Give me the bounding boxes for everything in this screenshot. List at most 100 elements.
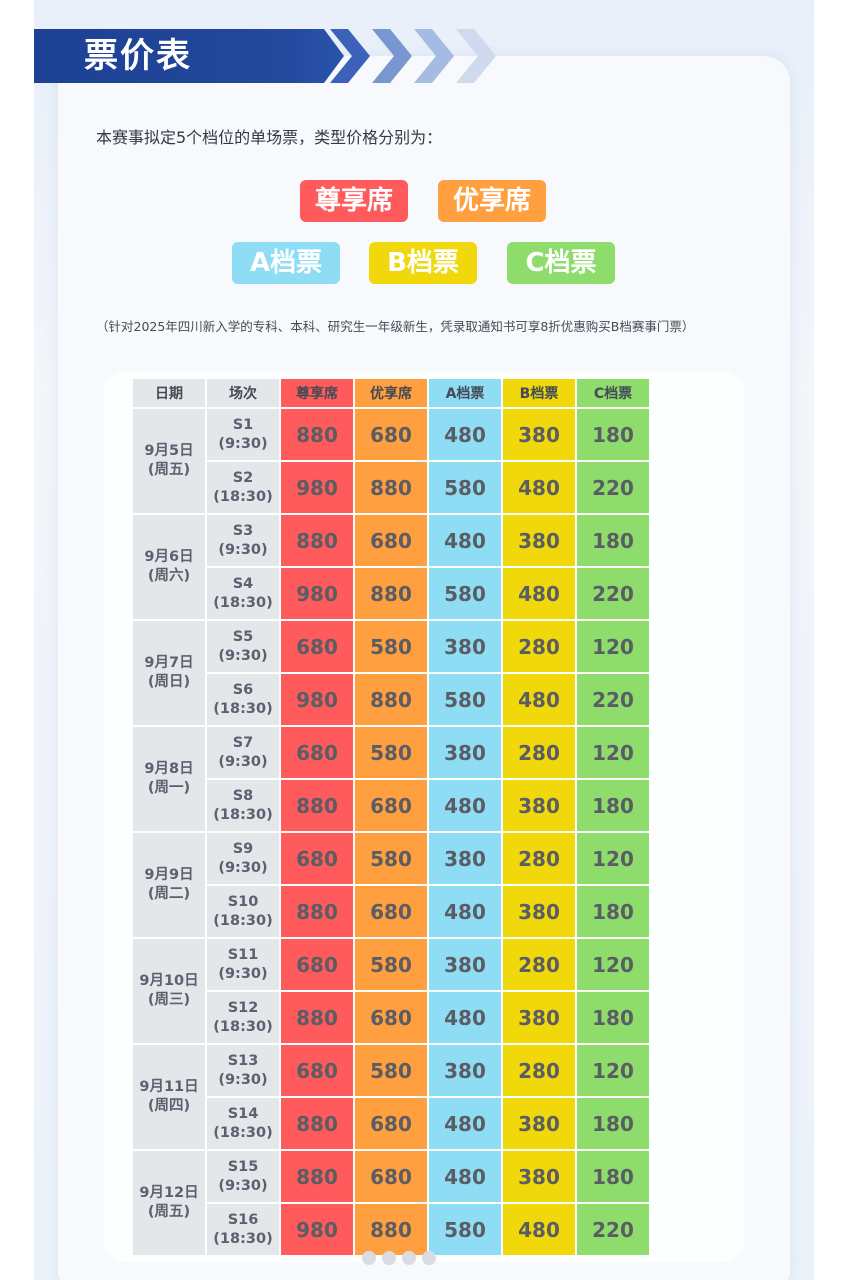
date-label: 9月10日 (139, 973, 199, 989)
price-cell: 280 (503, 727, 575, 778)
date-label: 9月12日 (139, 1185, 199, 1201)
table-row: S12 (18:30) 880 680 480 380 180 (133, 992, 649, 1043)
date-label: 9月6日 (144, 549, 194, 565)
price-cell: 880 (281, 992, 353, 1043)
header-tier-b: B档票 (503, 379, 575, 407)
price-cell: 580 (355, 939, 427, 990)
price-cell: 880 (281, 780, 353, 831)
price-cell: 180 (577, 515, 649, 566)
session-time: (9:30) (218, 647, 268, 664)
tier-badge-premium: 尊享席 (300, 180, 408, 222)
price-table: 日期 场次 尊享席 优享席 A档票 B档票 C档票 9月5日 (周五) S1 (9:3… (131, 377, 651, 1257)
price-cell: 180 (577, 409, 649, 460)
price-cell: 480 (503, 1204, 575, 1255)
session-cell: S15 (9:30) (207, 1151, 279, 1202)
session-time: (9:30) (218, 435, 268, 452)
price-cell: 380 (503, 409, 575, 460)
left-margin (0, 0, 34, 1280)
table-row: 9月5日 (周五) S1 (9:30) 880 680 480 380 180 (133, 409, 649, 513)
price-cell: 680 (355, 515, 427, 566)
tier-badge-b: B档票 (369, 242, 477, 284)
session-code: S3 (232, 522, 254, 539)
price-cell: 980 (281, 568, 353, 619)
price-cell: 880 (355, 1204, 427, 1255)
title-banner (34, 29, 344, 83)
session-time: (18:30) (213, 1124, 273, 1141)
header-tier-preferred: 优享席 (355, 379, 427, 407)
header-tier-premium: 尊享席 (281, 379, 353, 407)
price-cell: 580 (355, 621, 427, 672)
weekday-label: (周四) (147, 1098, 191, 1114)
price-cell: 220 (577, 674, 649, 725)
header-date: 日期 (133, 379, 205, 407)
price-cell: 880 (281, 886, 353, 937)
session-time: (9:30) (218, 1177, 268, 1194)
tier-badge-a: A档票 (232, 242, 340, 284)
session-time: (9:30) (218, 965, 268, 982)
price-cell: 680 (281, 727, 353, 778)
price-cell: 280 (503, 621, 575, 672)
price-cell: 380 (503, 780, 575, 831)
price-cell: 280 (503, 939, 575, 990)
session-code: S5 (232, 628, 254, 645)
date-label: 9月9日 (144, 867, 194, 883)
discount-note: （针对2025年四川新入学的专科、本科、研究生一年级新生，凭录取通知书可享8折优… (96, 319, 695, 334)
price-cell: 280 (503, 833, 575, 884)
price-cell: 480 (429, 992, 501, 1043)
table-row: 9月7日 (周日) S5 (9:30) 680 580 380 280 120 (133, 621, 649, 725)
price-cell: 980 (281, 1204, 353, 1255)
date-label: 9月5日 (144, 443, 194, 459)
session-code: S10 (227, 893, 259, 910)
price-cell: 120 (577, 1045, 649, 1096)
tier-badge-c: C档票 (507, 242, 615, 284)
price-cell: 180 (577, 886, 649, 937)
price-cell: 880 (281, 409, 353, 460)
watermark (362, 1251, 442, 1265)
price-cell: 480 (429, 780, 501, 831)
weekday-label: (周日) (147, 674, 191, 690)
weekday-label: (周一) (147, 780, 191, 796)
date-cell: 9月5日 (周五) (133, 409, 205, 513)
session-code: S8 (232, 787, 254, 804)
session-code: S1 (232, 416, 254, 433)
tier-badge-preferred: 优享席 (438, 180, 546, 222)
session-code: S14 (227, 1105, 259, 1122)
price-cell: 480 (429, 1151, 501, 1202)
date-cell: 9月10日 (周三) (133, 939, 205, 1043)
table-row: S4 (18:30) 980 880 580 480 220 (133, 568, 649, 619)
price-cell: 980 (281, 462, 353, 513)
date-cell: 9月7日 (周日) (133, 621, 205, 725)
session-time: (9:30) (218, 541, 268, 558)
price-cell: 880 (355, 568, 427, 619)
table-row: 9月8日 (周一) S7 (9:30) 680 580 380 280 120 (133, 727, 649, 831)
price-cell: 180 (577, 1098, 649, 1149)
price-cell: 680 (355, 1151, 427, 1202)
price-cell: 480 (429, 1098, 501, 1149)
session-time: (18:30) (213, 700, 273, 717)
price-cell: 480 (429, 886, 501, 937)
table-row: S2 (18:30) 980 880 580 480 220 (133, 462, 649, 513)
price-cell: 480 (429, 515, 501, 566)
price-cell: 380 (429, 621, 501, 672)
price-cell: 680 (355, 992, 427, 1043)
price-cell: 880 (281, 1151, 353, 1202)
session-cell: S5 (9:30) (207, 621, 279, 672)
weekday-label: (周五) (147, 462, 191, 478)
session-code: S6 (232, 681, 254, 698)
price-cell: 220 (577, 462, 649, 513)
price-cell: 680 (281, 833, 353, 884)
price-cell: 680 (281, 939, 353, 990)
price-cell: 580 (355, 727, 427, 778)
price-cell: 480 (503, 568, 575, 619)
price-cell: 480 (503, 462, 575, 513)
session-code: S16 (227, 1211, 259, 1228)
price-cell: 220 (577, 1204, 649, 1255)
date-cell: 9月11日 (周四) (133, 1045, 205, 1149)
session-code: S13 (227, 1052, 259, 1069)
weekday-label: (周六) (147, 568, 191, 584)
price-cell: 580 (429, 462, 501, 513)
price-cell: 580 (355, 833, 427, 884)
price-cell: 120 (577, 727, 649, 778)
price-cell: 580 (429, 568, 501, 619)
table-row: S16 (18:30) 980 880 580 480 220 (133, 1204, 649, 1255)
